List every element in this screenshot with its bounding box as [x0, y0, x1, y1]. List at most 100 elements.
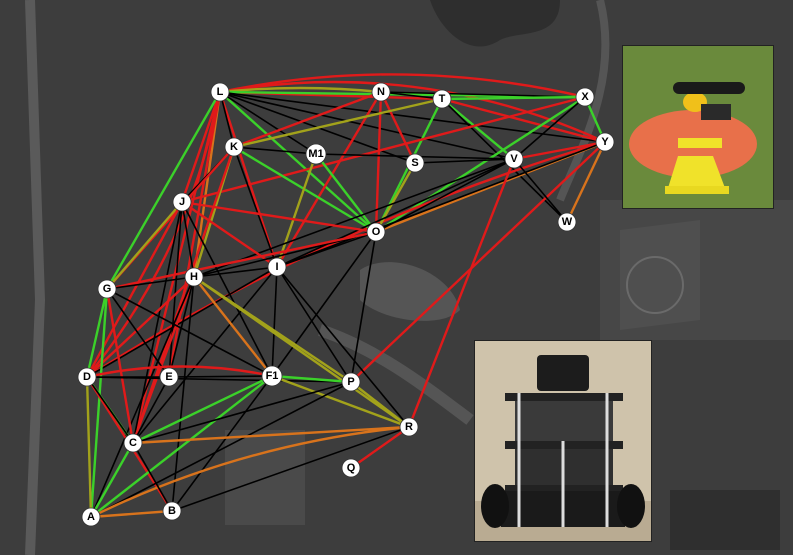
node-T: T [432, 89, 452, 109]
edge-I-C [132, 266, 278, 444]
node-D-label: D [83, 371, 91, 383]
edge-J-C [132, 201, 183, 444]
edge-Y-P [350, 141, 606, 383]
edge-F1-B [171, 375, 273, 512]
edge-T-Y [441, 97, 606, 144]
edge-Y-I [276, 141, 606, 268]
edge-T-W [441, 98, 568, 223]
node-V: V [504, 149, 524, 169]
edge-H-C [131, 276, 196, 444]
node-F1-marker [261, 365, 283, 387]
node-O: O [366, 222, 386, 242]
node-I-marker [267, 257, 287, 277]
node-A-marker [81, 507, 101, 527]
edge-H-R [193, 276, 410, 428]
node-P: P [341, 372, 361, 392]
edge-G-F1 [106, 288, 273, 377]
node-N: N [371, 82, 391, 102]
edge-O-F1 [271, 231, 377, 377]
node-I: I [267, 257, 287, 277]
node-D: D [77, 367, 97, 387]
robot-photo [474, 340, 652, 542]
node-Y-label: Y [601, 136, 609, 148]
node-W-label: W [562, 216, 573, 228]
edge-R-A [90, 425, 410, 519]
node-R-marker [399, 417, 419, 437]
edge-N-I [275, 91, 383, 268]
edge-F1-A [90, 375, 273, 518]
node-H: H [184, 267, 204, 287]
edge-D-A [85, 376, 93, 518]
edge-T-X [441, 95, 586, 101]
edge-L-Y [219, 91, 606, 143]
edge-X-J [181, 95, 586, 204]
node-C-label: C [129, 437, 137, 449]
node-K: K [224, 137, 244, 157]
edge-G-A [89, 288, 109, 518]
node-S-label: S [411, 157, 418, 169]
node-A-label: A [87, 511, 95, 523]
node-E-label: E [165, 371, 172, 383]
edge-J-F1 [181, 201, 273, 377]
edge-H-F1 [193, 276, 273, 377]
edge-L-M1 [219, 91, 317, 155]
edge-N-O [374, 91, 383, 233]
node-N-label: N [377, 86, 385, 98]
node-R: R [399, 417, 419, 437]
edge-J-E [168, 201, 183, 378]
edge-O-G [106, 230, 377, 291]
edge-O-P [350, 231, 377, 383]
node-L: L [210, 82, 230, 102]
edge-D-P [86, 376, 352, 383]
edge-L-O [219, 91, 377, 233]
edge-J-D [85, 201, 184, 378]
node-E: E [159, 367, 179, 387]
node-T-marker [432, 89, 452, 109]
edge-X-O [375, 95, 586, 234]
node-B-marker [162, 501, 182, 521]
node-M1: M1 [305, 143, 327, 165]
node-O-marker [366, 222, 386, 242]
node-P-label: P [347, 376, 354, 388]
edge-G-C [105, 288, 135, 444]
edge-H-A [90, 276, 195, 518]
node-G-label: G [103, 283, 112, 295]
node-M1-marker [305, 143, 327, 165]
edge-J-I [181, 201, 278, 268]
node-B-label: B [168, 505, 176, 517]
edge-O-I [276, 231, 377, 268]
edge-P-A [90, 381, 352, 518]
node-O-label: O [372, 226, 381, 238]
node-M1-label: M1 [308, 148, 323, 160]
node-A: A [81, 507, 101, 527]
node-B: B [162, 501, 182, 521]
edge-F1-R [271, 374, 410, 429]
node-J: J [172, 192, 192, 212]
edge-L-V [219, 91, 515, 160]
node-H-marker [184, 267, 204, 287]
node-T-label: T [439, 93, 446, 105]
node-S: S [405, 153, 425, 173]
edge-J-O [181, 200, 377, 234]
edge-J-G [106, 201, 183, 290]
node-Q-marker [341, 458, 361, 478]
edge-F1-C [132, 374, 273, 445]
edge-V-R [407, 158, 516, 428]
node-J-label: J [179, 196, 185, 208]
node-F1: F1 [261, 365, 283, 387]
edge-L-E [167, 91, 222, 378]
edge-V-O [375, 158, 515, 233]
node-W-marker [557, 212, 577, 232]
node-I-label: I [275, 261, 278, 273]
node-X-label: X [581, 91, 589, 103]
node-Q: Q [341, 458, 361, 478]
node-H-label: H [190, 271, 198, 283]
edge-D-F1 [86, 365, 273, 379]
edge-N-K [233, 90, 382, 149]
edge-R-I [276, 266, 410, 428]
node-L-label: L [217, 86, 224, 98]
node-G-marker [97, 279, 117, 299]
edge-S-V [414, 158, 515, 164]
node-K-marker [224, 137, 244, 157]
